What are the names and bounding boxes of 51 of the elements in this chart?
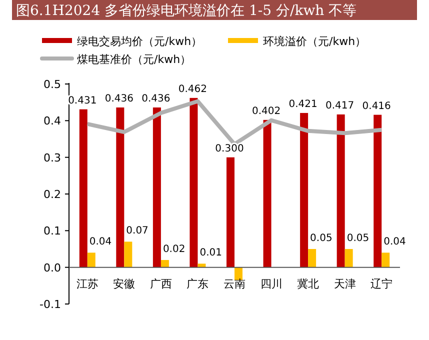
bar <box>344 249 353 268</box>
bar <box>152 107 161 268</box>
legend-label: 环境溢价（元/kwh） <box>263 35 366 48</box>
data-label: 0.01 <box>200 248 222 259</box>
data-label: 0.04 <box>89 236 112 248</box>
y-tick-label: 0.4 <box>44 114 61 128</box>
y-tick-label: 0.2 <box>44 188 61 201</box>
bar <box>124 242 132 268</box>
chart-title: 图6.1H2024 多省份绿电环境溢价在 1-5 分/kwh 不等 <box>16 3 357 19</box>
x-tick-label: 江苏 <box>76 277 98 290</box>
data-label: 0.402 <box>252 106 281 117</box>
bar <box>374 114 382 268</box>
bar <box>382 252 390 268</box>
data-label: 0.416 <box>362 100 391 112</box>
y-tick-label: 0.3 <box>44 151 61 164</box>
bar <box>300 112 308 268</box>
x-tick-label: 云南 <box>224 277 246 290</box>
bar <box>87 252 96 268</box>
x-tick-label: 冀北 <box>297 277 320 290</box>
x-tick-label: 广东 <box>186 277 209 290</box>
x-tick-label: 天津 <box>334 277 356 290</box>
bar <box>190 98 198 268</box>
bar <box>263 120 272 268</box>
data-label: 0.421 <box>288 98 318 110</box>
data-label: 0.05 <box>310 233 332 244</box>
data-label: 0.436 <box>104 93 134 104</box>
y-tick-label: 0.5 <box>44 78 61 91</box>
x-tick-label: 辽宁 <box>370 277 393 290</box>
y-tick-label: -0.1 <box>40 298 61 311</box>
y-tick-label: 0.1 <box>44 224 61 238</box>
x-tick-label: 四川 <box>260 277 282 290</box>
data-label: 0.07 <box>126 226 148 237</box>
bar <box>226 157 234 268</box>
data-label: 0.04 <box>384 236 406 248</box>
bar <box>336 114 345 268</box>
legend-label: 煤电基准价（元/kwh） <box>77 53 192 66</box>
data-label: 0.02 <box>162 244 186 255</box>
legend-label: 绿电交易均价（元/kwh） <box>77 35 202 48</box>
bar <box>79 109 88 268</box>
x-tick-label: 安徽 <box>113 277 136 290</box>
bar <box>160 260 169 268</box>
bar <box>198 264 206 268</box>
bar <box>116 107 124 268</box>
data-label: 0.417 <box>326 100 354 112</box>
data-label: 0.462 <box>178 84 208 95</box>
data-label: 0.436 <box>142 93 170 104</box>
y-tick-label: 0.0 <box>44 261 61 274</box>
data-label: 0.300 <box>215 143 244 154</box>
x-tick-label: 广西 <box>150 277 172 290</box>
data-label: 0.05 <box>346 233 370 244</box>
bar <box>308 249 316 268</box>
